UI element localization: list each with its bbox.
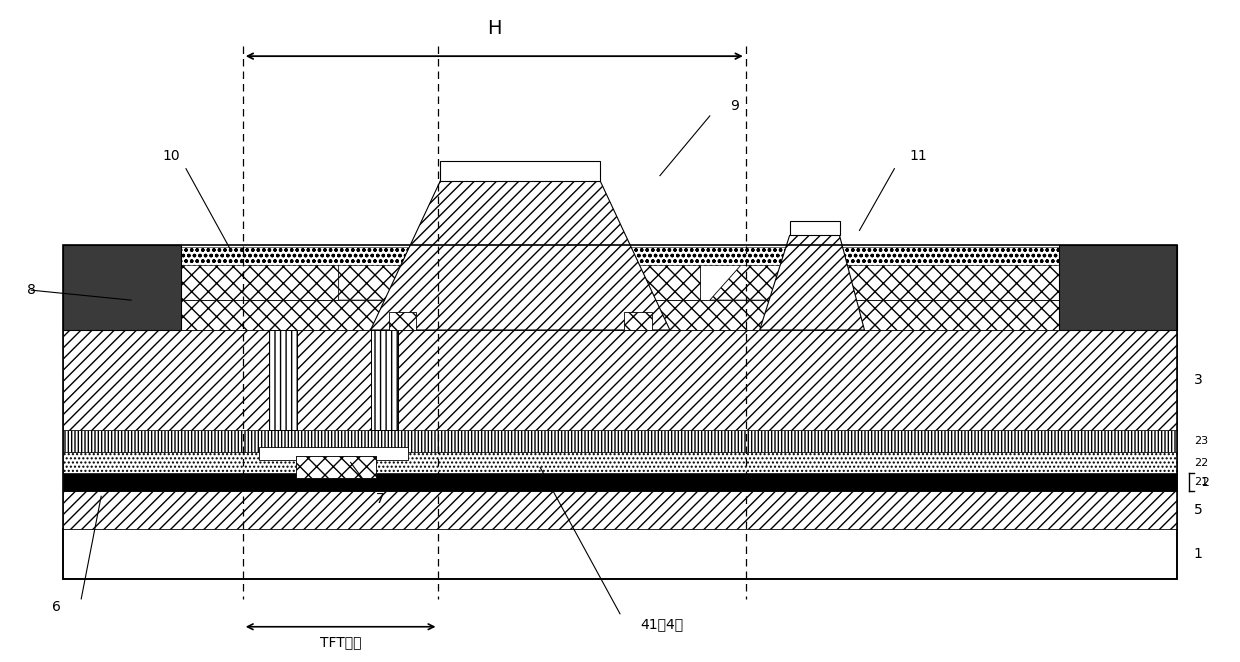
Text: 8: 8: [27, 283, 36, 297]
Bar: [63, 473, 1177, 491]
Text: 21: 21: [1194, 477, 1208, 487]
Text: 11: 11: [909, 149, 928, 163]
Polygon shape: [760, 236, 864, 330]
Text: 3: 3: [1194, 373, 1203, 387]
Bar: [295, 457, 376, 479]
Bar: [371, 330, 398, 430]
Bar: [63, 453, 1177, 473]
Text: H: H: [487, 19, 501, 38]
Text: 41（4）: 41（4）: [640, 617, 683, 631]
Text: 22: 22: [1194, 458, 1208, 468]
Text: 9: 9: [730, 99, 739, 113]
Bar: [790, 222, 839, 236]
Text: 1: 1: [1194, 547, 1203, 561]
Text: 23: 23: [1194, 436, 1208, 446]
Bar: [388, 312, 417, 330]
Bar: [624, 312, 652, 330]
Bar: [63, 529, 1177, 579]
Bar: [259, 446, 408, 461]
Text: 6: 6: [52, 600, 61, 614]
Bar: [63, 491, 1177, 529]
Polygon shape: [800, 256, 1177, 300]
Polygon shape: [339, 256, 429, 300]
Text: 5: 5: [1194, 503, 1203, 517]
Polygon shape: [371, 181, 670, 330]
Text: 10: 10: [162, 149, 180, 163]
Bar: [63, 430, 1177, 453]
Bar: [63, 246, 181, 330]
Bar: [295, 457, 376, 467]
Polygon shape: [578, 256, 699, 300]
Text: TFT区域: TFT区域: [320, 635, 361, 649]
Bar: [63, 246, 1177, 579]
Bar: [1059, 246, 1177, 330]
Text: 7: 7: [376, 493, 384, 506]
Bar: [63, 330, 1177, 430]
Bar: [269, 330, 296, 430]
Polygon shape: [63, 256, 339, 300]
Bar: [63, 300, 1177, 330]
Polygon shape: [709, 256, 800, 300]
Text: 2: 2: [1200, 476, 1209, 489]
Bar: [63, 248, 1177, 265]
Bar: [440, 161, 600, 181]
